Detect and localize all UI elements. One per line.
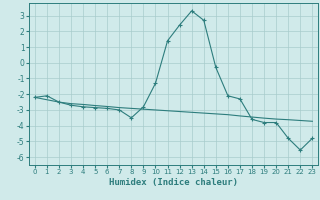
X-axis label: Humidex (Indice chaleur): Humidex (Indice chaleur) [109,178,238,187]
